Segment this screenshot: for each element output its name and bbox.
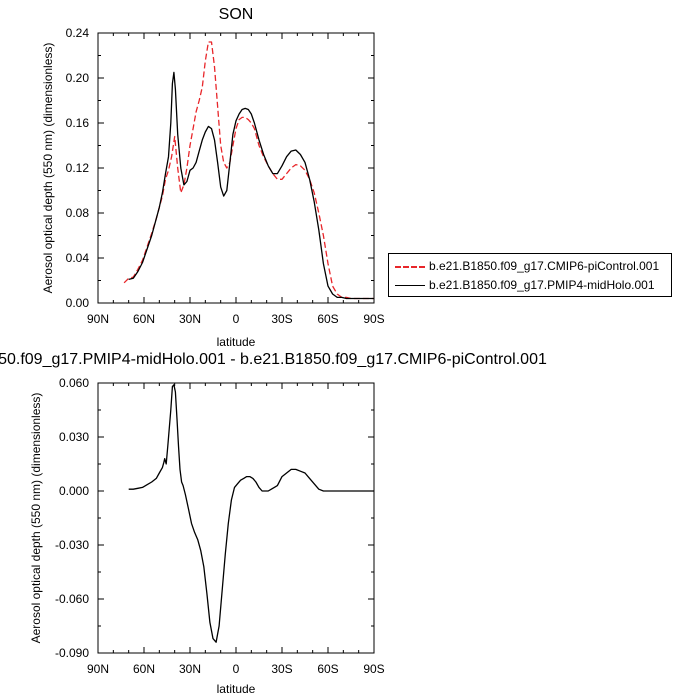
legend-swatch-dashed-red (395, 266, 425, 268)
bottom-chart-title: b.e21.B1850.f09_g17.PMIP4-midHolo.001 - … (0, 351, 547, 368)
legend: b.e21.B1850.f09_g17.CMIP6-piControl.001 … (388, 253, 672, 297)
bottom-x-tick-label: 0 (233, 662, 240, 676)
top-series-line-0 (123, 41, 374, 300)
top-plot-frame (97, 32, 375, 304)
top-x-tick-label: 30S (271, 312, 292, 326)
top-x-axis-label: latitude (217, 335, 256, 349)
top-x-tick-label: 30N (179, 312, 201, 326)
top-series-line-1 (128, 71, 374, 300)
bottom-panel: b.e21.B1850.f09_g17.PMIP4-midHolo.001 - … (0, 351, 547, 696)
top-y-tick-label: 0.04 (66, 251, 90, 265)
bottom-x-tick-label: 60N (133, 662, 155, 676)
top-x-tick-label: 60S (317, 312, 338, 326)
legend-swatch-solid-black (395, 285, 425, 286)
top-x-tick-label: 90N (87, 312, 109, 326)
legend-item-midholo: b.e21.B1850.f09_g17.PMIP4-midHolo.001 (389, 277, 671, 295)
top-x-tick-label: 90S (363, 312, 384, 326)
bottom-y-axis-label: Aerosol optical depth (550 nm) (dimensio… (29, 393, 43, 644)
top-y-axis-label: Aerosol optical depth (550 nm) (dimensio… (41, 43, 55, 294)
top-y-tick-label: 0.24 (66, 26, 90, 40)
bottom-series-line-0 (128, 384, 374, 643)
bottom-y-tick-label: -0.060 (55, 592, 89, 606)
legend-label: b.e21.B1850.f09_g17.PMIP4-midHolo.001 (429, 278, 655, 292)
bottom-y-tick-label: 0.000 (59, 484, 89, 498)
bottom-x-tick-label: 30S (271, 662, 292, 676)
bottom-y-tick-label: 0.030 (59, 430, 89, 444)
legend-label: b.e21.B1850.f09_g17.CMIP6-piControl.001 (429, 259, 660, 273)
top-x-tick-label: 60N (133, 312, 155, 326)
bottom-y-tick-label: -0.090 (55, 646, 89, 660)
top-y-tick-label: 0.00 (66, 296, 90, 310)
top-x-tick-label: 0 (233, 312, 240, 326)
top-y-tick-label: 0.12 (66, 161, 90, 175)
bottom-y-tick-label: 0.060 (59, 376, 89, 390)
legend-item-picontrol: b.e21.B1850.f09_g17.CMIP6-piControl.001 (389, 258, 671, 276)
top-y-tick-label: 0.20 (66, 71, 90, 85)
bottom-x-tick-label: 30N (179, 662, 201, 676)
top-y-tick-label: 0.16 (66, 116, 90, 130)
bottom-x-tick-label: 60S (317, 662, 338, 676)
top-panel: SON latitude Aerosol optical depth (550 … (41, 6, 385, 349)
bottom-x-tick-label: 90S (363, 662, 384, 676)
bottom-plot-frame (97, 382, 375, 654)
bottom-x-tick-label: 90N (87, 662, 109, 676)
bottom-y-tick-label: -0.030 (55, 538, 89, 552)
bottom-x-axis-label: latitude (217, 682, 256, 696)
top-y-tick-label: 0.08 (66, 206, 90, 220)
top-chart-title: SON (219, 6, 254, 23)
